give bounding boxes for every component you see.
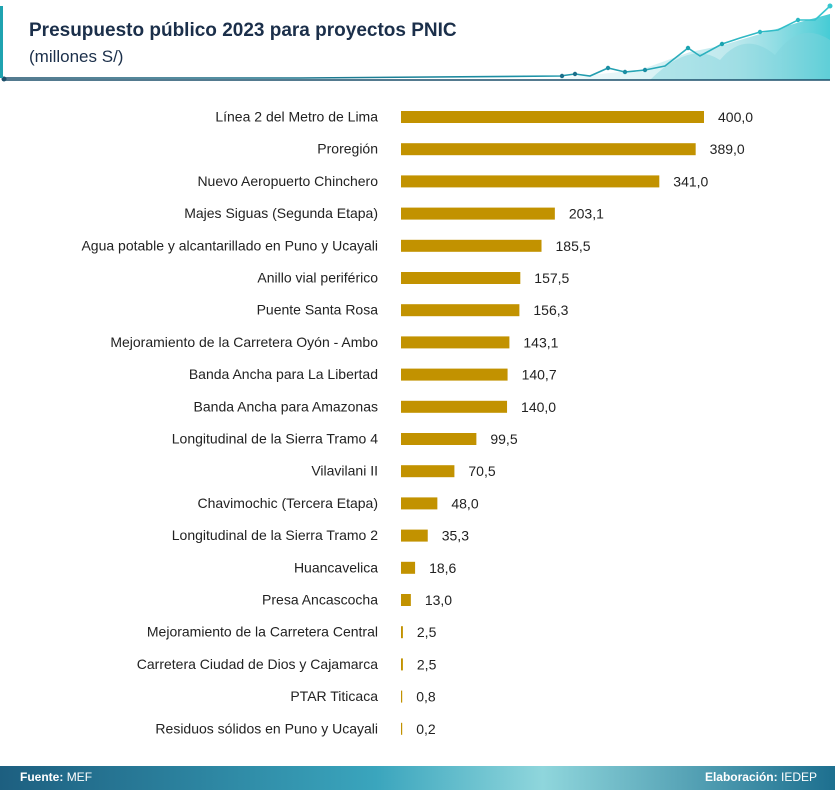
bar [401,529,428,542]
bar [401,111,704,123]
bar [401,497,438,510]
value-label: 156,3 [533,302,568,318]
value-label: 2,5 [417,656,437,672]
category-label: Línea 2 del Metro de Lima [215,109,378,125]
value-label: 400,0 [718,109,753,125]
value-label: 0,2 [416,721,436,737]
bar [401,304,520,317]
bar [401,594,411,606]
value-label: 140,0 [521,399,556,415]
value-label: 2,5 [417,624,437,640]
bar [401,400,508,413]
value-label: 35,3 [442,528,469,544]
category-label: Proregión [317,141,378,157]
category-label: Carretera Ciudad de Dios y Cajamarca [137,656,378,672]
category-label: Chavimochic (Tercera Etapa) [197,495,378,511]
value-label: 99,5 [490,431,517,447]
category-label: Longitudinal de la Sierra Tramo 4 [172,431,378,447]
bar [401,143,696,156]
source-label: Fuente: [20,770,64,784]
footer-credit: Elaboración: IEDEP [705,770,817,784]
value-label: 341,0 [673,173,708,189]
value-label: 13,0 [425,592,452,608]
bar [401,465,455,478]
category-label: Residuos sólidos en Puno y Ucayali [155,720,378,736]
footer: Fuente: MEF Elaboración: IEDEP [0,766,835,790]
value-label: 185,5 [556,238,591,254]
value-label: 203,1 [569,206,604,222]
category-label: Mejoramiento de la Carretera Oyón - Ambo [110,334,378,350]
bar [401,207,555,220]
header: Presupuesto público 2023 para proyectos … [0,0,835,88]
category-label: Anillo vial periférico [257,270,378,286]
bar [401,690,403,703]
category-label: Majes Siguas (Segunda Etapa) [184,205,378,221]
category-label: Longitudinal de la Sierra Tramo 2 [172,527,378,543]
credit-value: IEDEP [780,770,817,784]
category-label: Nuevo Aeropuerto Chinchero [197,173,378,189]
bar [401,239,542,252]
category-label: Puente Santa Rosa [257,302,379,318]
category-label: Banda Ancha para La Libertad [189,366,378,382]
source-value: MEF [66,770,93,784]
chart-title: Presupuesto público 2023 para proyectos … [29,20,457,41]
bar [401,175,660,188]
header-decoration [1,3,833,82]
category-label: Agua potable y alcantarillado en Puno y … [81,237,378,253]
category-label: Huancavelica [294,559,378,575]
bar [401,561,416,574]
value-label: 0,8 [416,689,436,705]
value-label: 18,6 [429,560,456,576]
footer-background [0,766,835,790]
value-label: 143,1 [523,334,558,350]
category-label: Mejoramiento de la Carretera Central [147,624,378,640]
value-label: 48,0 [451,495,478,511]
value-label: 157,5 [534,270,569,286]
value-label: 70,5 [468,463,495,479]
credit-label: Elaboración: [704,770,778,784]
bar [401,272,521,284]
value-label: 140,7 [522,367,557,383]
category-label: Vilavilani II [311,463,378,479]
bar [401,722,403,735]
chart-subtitle: (millones S/) [29,47,124,66]
category-label: Presa Ancascocha [262,592,378,608]
bar-chart: Línea 2 del Metro de Lima 400,0 Proregión 3… [81,109,753,737]
category-label: Banda Ancha para Amazonas [194,398,378,414]
bar [401,433,477,445]
header-accent-bar [0,6,3,78]
footer-source: Fuente: MEF [20,770,92,784]
value-label: 389,0 [710,141,745,157]
category-label: PTAR Titicaca [290,688,378,704]
bar [401,368,508,381]
bar [401,658,403,671]
bar [401,336,510,349]
bar [401,626,403,639]
